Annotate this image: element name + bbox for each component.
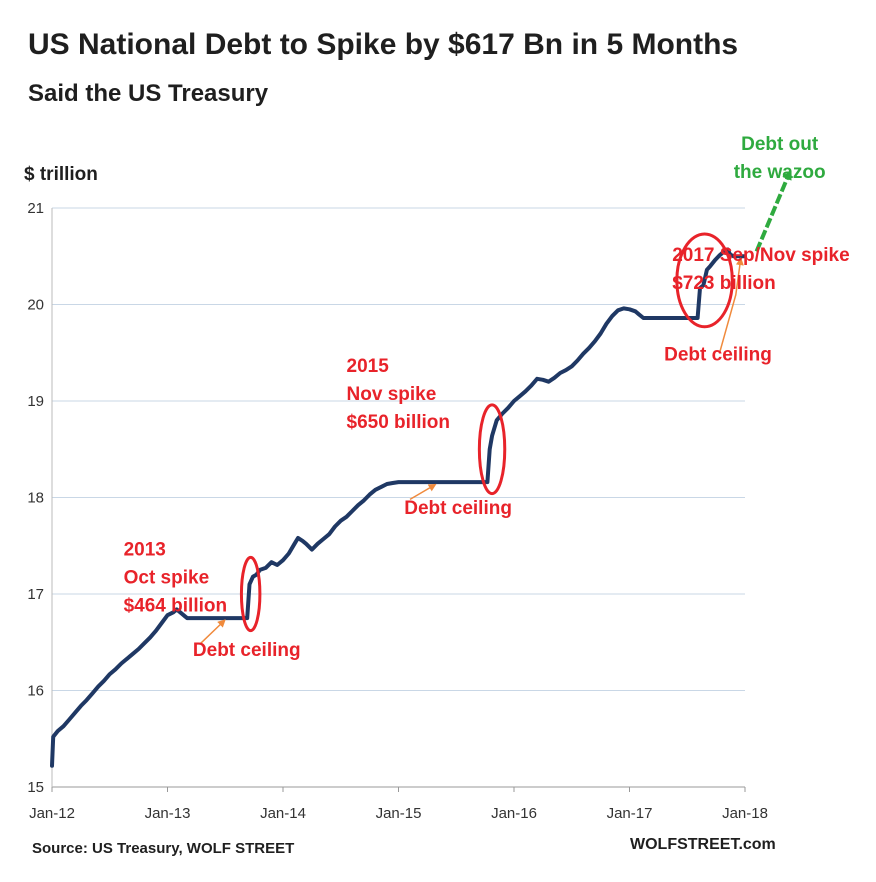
y-axis-unit-label: $ trillion [24, 164, 98, 185]
y-tick-label-20: 20 [27, 297, 44, 314]
x-tick-label-Jan-18: Jan-18 [722, 805, 768, 822]
annotation-5: Debt ceiling [664, 344, 772, 365]
annotation-4-line-1: $723 billion [672, 273, 775, 294]
x-tick-label-Jan-12: Jan-12 [29, 805, 75, 822]
debt-ceiling-pointer-1 [409, 483, 437, 501]
debt-ceiling-pointer-0 [199, 619, 226, 645]
y-tick-label-15: 15 [27, 779, 44, 796]
x-tick-label-Jan-15: Jan-15 [376, 805, 422, 822]
x-tick-labels: Jan-12 Jan-13 Jan-14 Jan-15 Jan-16 Jan-17 Jan-… [29, 805, 768, 822]
annotation-2-line-2: $650 billion [347, 412, 450, 433]
x-tick-label-Jan-13: Jan-13 [145, 805, 191, 822]
annotation-pointers [199, 169, 792, 645]
annotation-2: 2015 Nov spike $650 billion [347, 356, 450, 433]
annotation-1-line-0: Debt ceiling [193, 640, 301, 661]
y-tick-label-21: 21 [27, 200, 44, 217]
debt-ceiling-pointer-2 [718, 257, 744, 354]
brand-logo-text: WOLFSTREET.com [630, 836, 776, 853]
annotation-5-line-0: Debt ceiling [664, 344, 772, 365]
annotation-6: Debt out the wazoo [734, 134, 826, 183]
annotations: 2013 Oct spike $464 billion Debt ceiling 201… [124, 134, 850, 661]
spike-highlights [239, 232, 734, 633]
x-tick-label-Jan-14: Jan-14 [260, 805, 306, 822]
x-tick-label-Jan-17: Jan-17 [607, 805, 653, 822]
series-line-0 [50, 247, 747, 768]
series-layer [50, 247, 747, 768]
spike-ellipse-1 [477, 403, 507, 496]
y-tick-label-19: 19 [27, 393, 44, 410]
annotation-0-line-2: $464 billion [124, 595, 227, 616]
annotation-6-line-0: Debt out [741, 134, 819, 155]
axes [51, 208, 746, 792]
annotation-0: 2013 Oct spike $464 billion [124, 539, 227, 616]
y-tick-label-16: 16 [27, 683, 44, 700]
wazoo-arrow [754, 169, 792, 253]
annotation-6-line-1: the wazoo [734, 162, 826, 183]
annotation-3-line-0: Debt ceiling [404, 498, 512, 519]
annotation-0-line-1: Oct spike [124, 567, 210, 588]
annotation-4: 2017 Sep/Nov spike $723 billion [672, 245, 849, 294]
x-tick-label-Jan-16: Jan-16 [491, 805, 537, 822]
spike-ellipse-0 [239, 555, 262, 633]
spike-ellipse-2 [675, 232, 734, 329]
annotation-2-line-1: Nov spike [347, 384, 437, 405]
y-tick-label-17: 17 [27, 586, 44, 603]
chart-subtitle: Said the US Treasury [28, 80, 269, 107]
y-tick-label-18: 18 [27, 490, 44, 507]
annotation-3: Debt ceiling [404, 498, 512, 519]
grid [52, 207, 745, 691]
annotation-1: Debt ceiling [193, 640, 301, 661]
source-note: Source: US Treasury, WOLF STREET [32, 840, 295, 857]
annotation-0-line-0: 2013 [124, 539, 166, 560]
annotation-2-line-0: 2015 [347, 356, 390, 377]
chart-title: US National Debt to Spike by $617 Bn in … [28, 28, 739, 61]
y-tick-labels: 15 16 17 18 19 20 21 [27, 200, 44, 796]
annotation-4-line-0: 2017 Sep/Nov spike [672, 245, 849, 266]
